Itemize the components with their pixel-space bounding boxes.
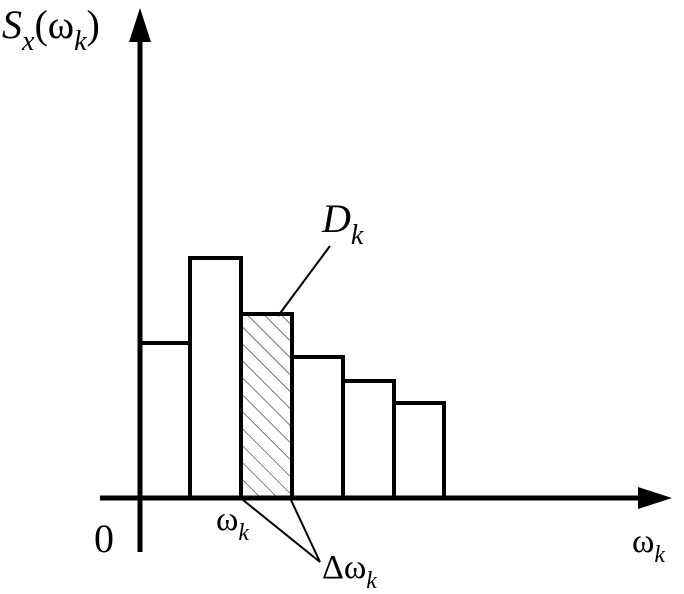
origin-label: 0 bbox=[94, 516, 114, 561]
label-part: D bbox=[321, 196, 351, 241]
bar bbox=[341, 379, 396, 500]
label-part: Δω bbox=[322, 549, 366, 586]
highlight-label: Dk bbox=[321, 196, 364, 251]
delta-omega-label: Δωk bbox=[322, 549, 377, 594]
leader-line bbox=[290, 499, 321, 563]
bars bbox=[138, 256, 446, 500]
x-axis-label: ωk bbox=[632, 523, 665, 568]
y-axis-arrow bbox=[129, 8, 151, 42]
label-part: ω bbox=[216, 501, 238, 538]
label-part: S bbox=[2, 2, 22, 47]
subscript: k bbox=[238, 520, 249, 546]
label-part: (ω bbox=[34, 2, 74, 47]
x-axis-arrow bbox=[638, 487, 672, 509]
bar bbox=[392, 401, 446, 500]
label-part: 0 bbox=[94, 516, 114, 561]
subscript: x bbox=[21, 26, 35, 57]
y-axis-label: Sx(ωk) bbox=[2, 2, 100, 57]
leader-line bbox=[277, 245, 331, 317]
label-part: ω bbox=[632, 523, 654, 560]
subscript: k bbox=[74, 26, 87, 57]
bar bbox=[138, 341, 192, 500]
bar bbox=[290, 355, 345, 500]
subscript: k bbox=[366, 568, 377, 594]
bar bbox=[188, 256, 243, 500]
leader-line bbox=[242, 499, 321, 563]
subscript: k bbox=[351, 220, 364, 251]
bar-highlighted bbox=[239, 312, 294, 500]
subscript: k bbox=[654, 542, 665, 568]
label-part: ) bbox=[87, 2, 100, 47]
omega-k-label: ωk bbox=[216, 501, 249, 546]
